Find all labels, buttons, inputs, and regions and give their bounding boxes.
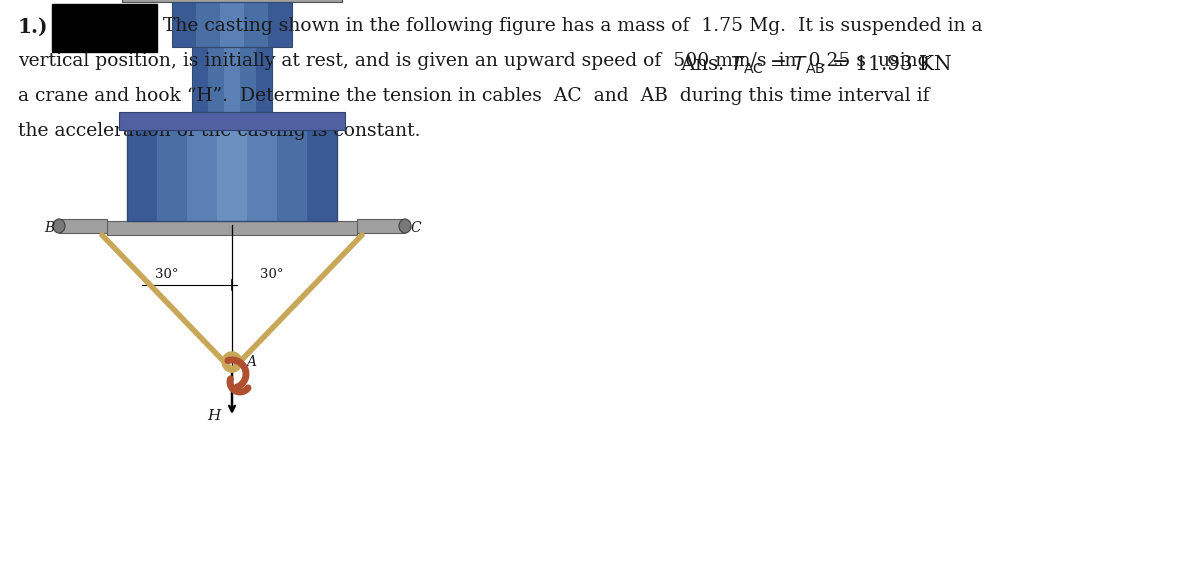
Bar xyxy=(157,120,187,221)
Text: 1.): 1.) xyxy=(18,17,48,37)
Bar xyxy=(119,112,346,130)
Text: B: B xyxy=(43,221,54,235)
Bar xyxy=(247,120,277,221)
Bar xyxy=(192,47,208,112)
Text: Ans. $T_{\mathrm{AC}}$ = $T_{\mathrm{AB}}$ = 11.93 KN: Ans. $T_{\mathrm{AC}}$ = $T_{\mathrm{AB}… xyxy=(680,54,953,76)
Bar xyxy=(220,2,244,47)
Bar xyxy=(224,47,240,112)
Text: A: A xyxy=(246,355,256,369)
Bar xyxy=(172,2,196,47)
Text: C: C xyxy=(410,221,421,235)
Bar xyxy=(358,219,406,233)
Bar xyxy=(268,2,292,47)
Text: vertical position, is initially at rest, and is given an upward speed of  500 mm: vertical position, is initially at rest,… xyxy=(18,52,930,70)
Text: the acceleration of the casting is constant.: the acceleration of the casting is const… xyxy=(18,122,420,140)
Bar xyxy=(52,4,157,52)
Text: 30°: 30° xyxy=(260,268,283,281)
Bar xyxy=(127,120,337,221)
Text: H: H xyxy=(206,409,220,423)
Bar xyxy=(107,221,358,235)
Ellipse shape xyxy=(53,219,65,233)
Bar xyxy=(196,2,220,47)
Text: 30°: 30° xyxy=(155,268,179,281)
Bar xyxy=(256,47,272,112)
Bar xyxy=(307,120,337,221)
Bar xyxy=(217,120,247,221)
Bar xyxy=(208,47,224,112)
Ellipse shape xyxy=(398,219,410,233)
Bar xyxy=(187,120,217,221)
Text: a crane and hook “H”.  Determine the tension in cables  AC  and  AB  during this: a crane and hook “H”. Determine the tens… xyxy=(18,87,930,105)
Bar xyxy=(277,120,307,221)
Bar xyxy=(192,47,272,112)
Bar xyxy=(240,47,256,112)
Bar xyxy=(122,0,342,2)
Bar xyxy=(244,2,268,47)
Bar xyxy=(172,2,292,47)
Bar xyxy=(59,219,107,233)
Bar xyxy=(127,120,157,221)
Text: The casting shown in the following figure has a mass of  1.75 Mg.  It is suspend: The casting shown in the following figur… xyxy=(163,17,983,35)
